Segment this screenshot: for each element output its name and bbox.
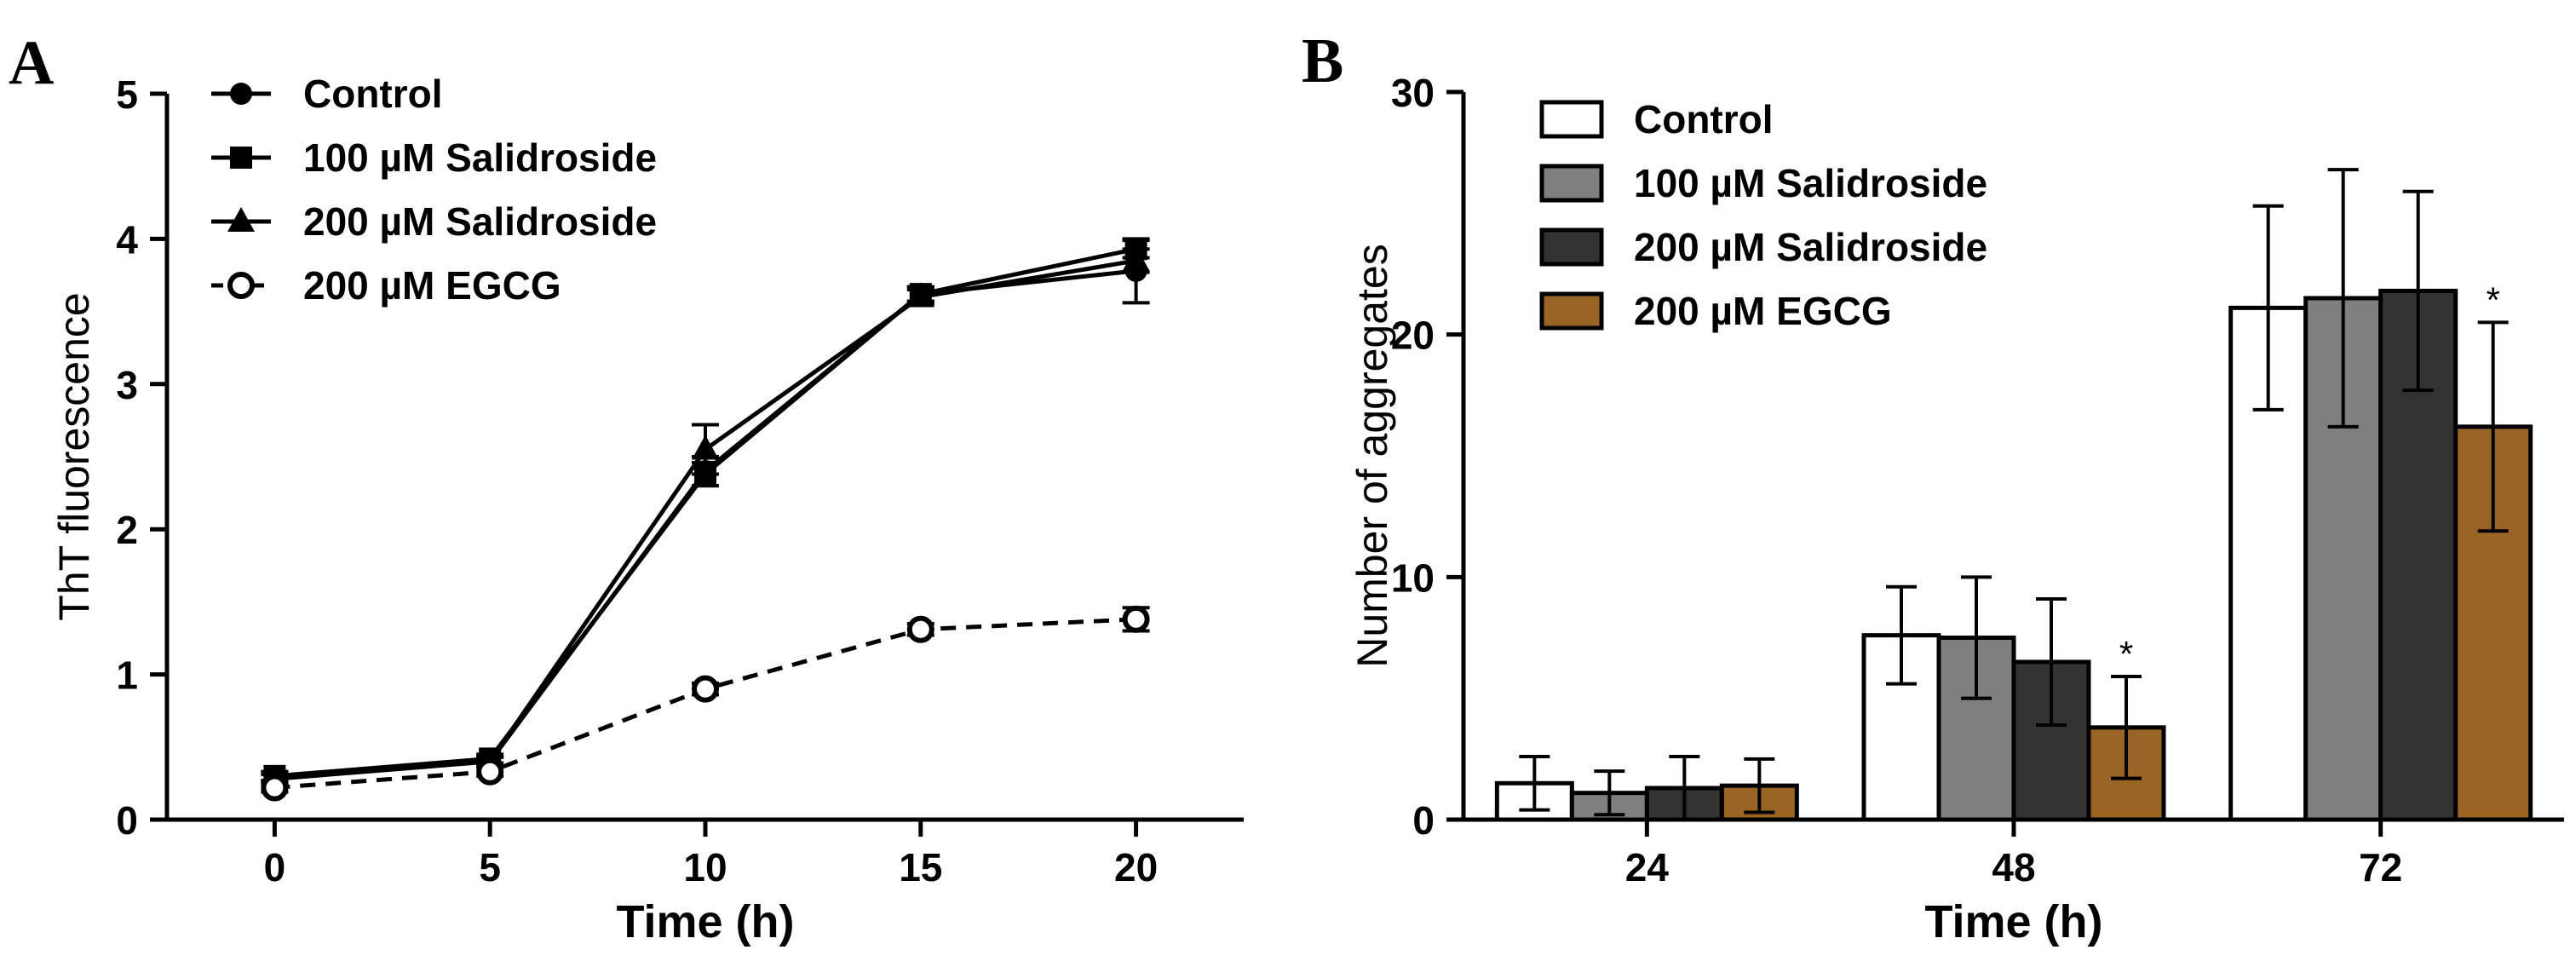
x-tick-label: 5 [479, 845, 501, 889]
y-tick-label: 30 [1391, 71, 1435, 115]
y-tick-label: 3 [116, 363, 138, 407]
legend-marker [227, 207, 255, 232]
data-point [906, 282, 934, 308]
legend-label: 200 µM Salidroside [1634, 225, 1987, 269]
legend-label: 200 µM EGCG [303, 263, 561, 308]
legend-label: 100 µM Salidroside [1634, 161, 1987, 205]
x-tick-label: 15 [899, 845, 942, 889]
y-axis-title: ThT fluorescence [50, 292, 98, 620]
data-point [476, 757, 504, 786]
series-3 [261, 605, 1150, 802]
series-2 [261, 245, 1150, 790]
y-tick-label: 10 [1391, 555, 1435, 600]
legend-label: 200 µM Salidroside [303, 199, 657, 244]
legend-label: 200 µM EGCG [1634, 289, 1892, 333]
series-line [274, 617, 1136, 791]
panel-letter-a: A [9, 28, 54, 98]
legend-marker [230, 83, 252, 105]
x-tick-label: 48 [1992, 845, 2035, 889]
x-tick-label: 24 [1625, 845, 1670, 889]
significance-marker: * [2119, 634, 2133, 674]
y-tick-label: 0 [116, 798, 138, 843]
legend-label: 100 µM Salidroside [303, 135, 657, 180]
chart-b: 0 10 20 30 24 48 72 * * Time (h) Number of aggrega… [1348, 71, 2564, 947]
data-point [261, 774, 289, 802]
y-tick-label: 5 [116, 72, 138, 117]
y-tick-label: 1 [116, 653, 138, 698]
legend-swatch [1539, 291, 1604, 331]
y-axis-title: Number of aggregates [1348, 244, 1396, 668]
x-tick-label: 72 [2359, 845, 2402, 889]
series-1 [261, 238, 1150, 787]
legend-marker [230, 147, 252, 169]
legend: Control 100 µM Salidroside 200 µM Salidros… [1539, 97, 1987, 333]
x-axis-title: Time (h) [1924, 896, 2102, 947]
series-0 [261, 237, 1150, 787]
y-tick-label: 20 [1391, 314, 1435, 358]
legend-marker [227, 272, 255, 299]
x-tick-label: 0 [264, 845, 286, 889]
legend-swatch [1539, 164, 1604, 203]
data-point [1122, 605, 1150, 633]
data-point [906, 615, 934, 643]
panel-letter-b: B [1302, 26, 1343, 96]
data-point [692, 435, 719, 460]
y-tick-label: 2 [116, 508, 138, 552]
x-tick-label: 10 [683, 845, 727, 889]
legend-swatch [1539, 100, 1604, 139]
y-tick-label: 4 [116, 217, 138, 262]
significance-marker: * [2486, 279, 2499, 319]
y-tick-label: 0 [1412, 798, 1435, 843]
data-point [692, 675, 719, 703]
data-point [1122, 245, 1150, 271]
legend-label: Control [1634, 97, 1774, 141]
chart-a: 0 1 2 3 4 5 0 5 10 15 20 Time (h) ThT fluorescence Co… [50, 72, 1244, 947]
legend-label: Control [303, 72, 443, 116]
legend-swatch [1539, 227, 1604, 267]
x-tick-label: 20 [1114, 845, 1158, 889]
legend: Control 100 µM Salidroside 200 µM Salidros… [211, 72, 657, 308]
x-axis-title: Time (h) [616, 896, 794, 947]
